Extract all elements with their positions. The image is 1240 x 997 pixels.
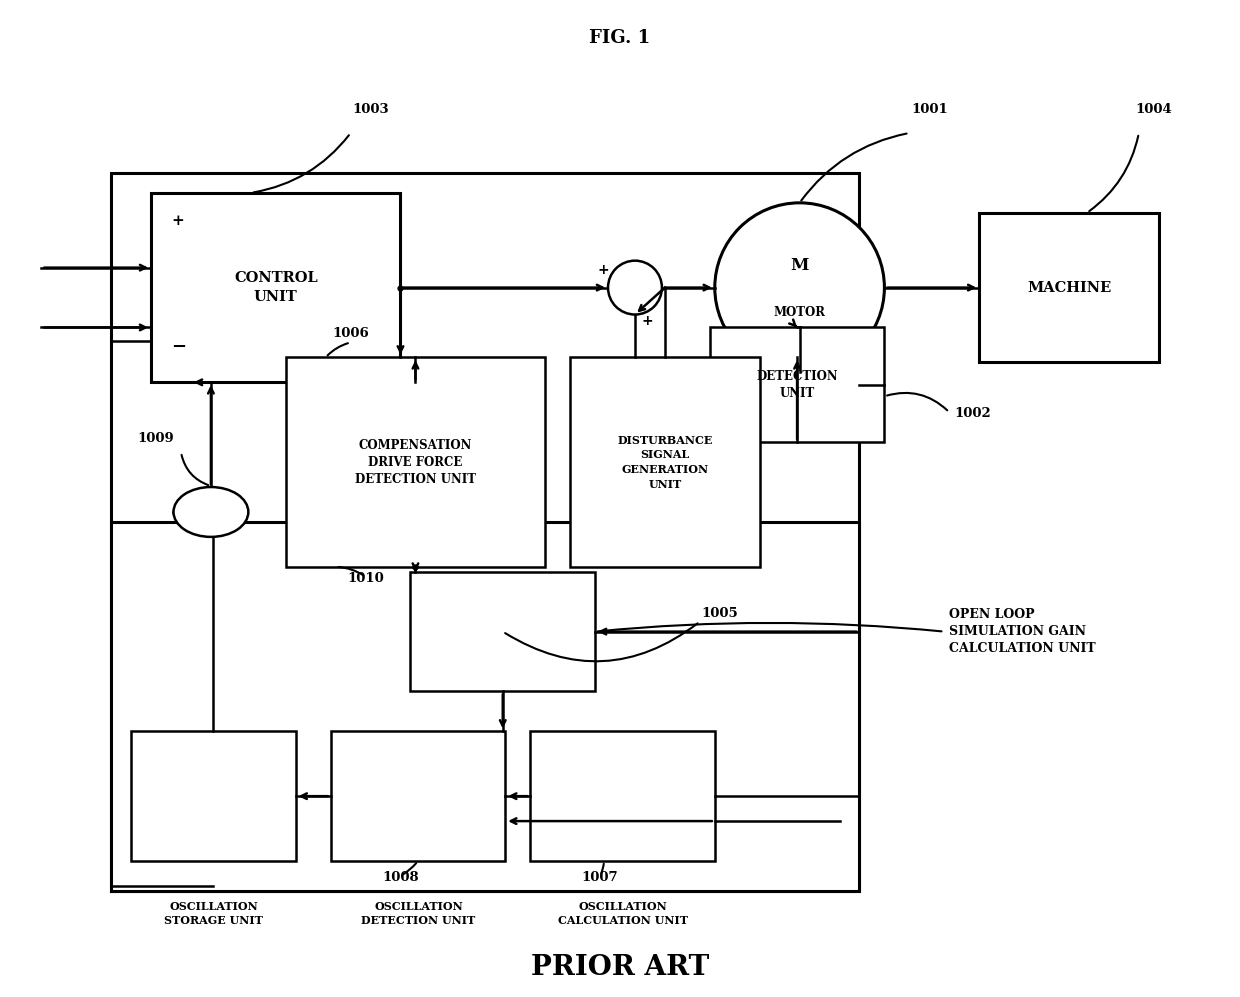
Text: PRIOR ART: PRIOR ART: [531, 954, 709, 981]
Text: OSCILLATION
STORAGE UNIT: OSCILLATION STORAGE UNIT: [165, 901, 263, 925]
Text: OPEN LOOP
SIMULATION GAIN
CALCULATION UNIT: OPEN LOOP SIMULATION GAIN CALCULATION UN…: [950, 608, 1096, 655]
Text: 1009: 1009: [138, 432, 175, 445]
Bar: [709, 327, 884, 442]
Text: FIG. 1: FIG. 1: [589, 29, 651, 47]
Text: −: −: [171, 338, 186, 356]
Bar: [285, 357, 546, 567]
Bar: [570, 357, 760, 567]
Circle shape: [608, 260, 662, 314]
Bar: [531, 732, 714, 861]
Bar: [151, 192, 401, 382]
Text: OSCILLATION
DETECTION UNIT: OSCILLATION DETECTION UNIT: [361, 901, 476, 925]
Text: MOTOR: MOTOR: [774, 306, 826, 319]
Bar: [131, 732, 295, 861]
Text: 1007: 1007: [582, 871, 619, 884]
Bar: [112, 522, 859, 891]
Bar: [980, 212, 1159, 362]
Text: M: M: [790, 257, 808, 274]
Text: 1002: 1002: [955, 407, 991, 420]
Bar: [112, 172, 859, 891]
Ellipse shape: [174, 487, 248, 537]
Text: 1010: 1010: [347, 571, 384, 585]
Text: COMPENSATION
DRIVE FORCE
DETECTION UNIT: COMPENSATION DRIVE FORCE DETECTION UNIT: [355, 439, 476, 486]
Text: +: +: [642, 314, 653, 328]
Text: DETECTION
UNIT: DETECTION UNIT: [756, 370, 838, 400]
Text: 1004: 1004: [1136, 103, 1172, 116]
Bar: [410, 572, 595, 692]
Text: 1001: 1001: [911, 103, 947, 116]
Text: MACHINE: MACHINE: [1027, 280, 1111, 294]
Text: 1003: 1003: [352, 103, 389, 116]
Bar: [331, 732, 505, 861]
Text: +: +: [171, 213, 184, 227]
Text: +: +: [596, 262, 609, 276]
Text: 1005: 1005: [702, 606, 738, 620]
Text: OSCILLATION
CALCULATION UNIT: OSCILLATION CALCULATION UNIT: [558, 901, 688, 925]
Text: 1008: 1008: [382, 871, 419, 884]
Text: CONTROL
UNIT: CONTROL UNIT: [234, 271, 317, 304]
Text: 1006: 1006: [332, 327, 370, 340]
Circle shape: [714, 202, 884, 372]
Text: DISTURBANCE
SIGNAL
GENERATION
UNIT: DISTURBANCE SIGNAL GENERATION UNIT: [618, 435, 713, 490]
